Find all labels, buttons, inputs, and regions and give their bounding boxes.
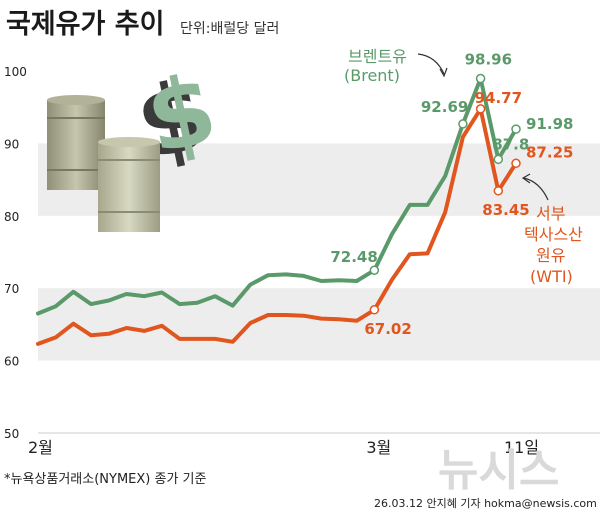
wti-pointer-head bbox=[521, 173, 531, 184]
series-lines bbox=[36, 76, 518, 346]
value-marker bbox=[511, 158, 521, 169]
value-marker bbox=[475, 104, 486, 114]
legend-brent: 브렌트유 (Brent) bbox=[344, 47, 448, 85]
value-marker bbox=[458, 119, 468, 129]
wti-pointer bbox=[523, 177, 549, 201]
value-label: 92.69 bbox=[421, 98, 468, 116]
credit-line: 26.03.12 안지혜 기자 hokma@newsis.com bbox=[374, 497, 597, 510]
value-marker bbox=[475, 73, 486, 84]
wti-name-3: 원유 bbox=[536, 246, 565, 265]
brent-name: 브렌트유 bbox=[348, 47, 407, 66]
value-markers: 72.48 92.69 98.96 87.8 91.98 67.02 94.77 83.45 8… bbox=[330, 51, 573, 338]
oil-barrel-icon bbox=[47, 95, 160, 232]
wti-line bbox=[36, 106, 518, 346]
y-tick-label: 80 bbox=[4, 210, 19, 224]
brent-pointer bbox=[417, 53, 445, 75]
grid-band bbox=[38, 288, 600, 361]
footnote: *뉴욕상품거래소(NYMEX) 종가 기준 bbox=[4, 472, 207, 487]
chart-title: 국제유가 추이 bbox=[6, 9, 164, 40]
value-label: 91.98 bbox=[526, 115, 573, 133]
wti-name-1: 서부 bbox=[536, 204, 565, 223]
legend-wti: 서부 텍사스산 원유 (WTI) bbox=[521, 173, 583, 286]
value-label: 98.96 bbox=[465, 51, 512, 69]
value-marker bbox=[369, 305, 380, 315]
value-marker bbox=[493, 154, 504, 165]
value-label: 94.77 bbox=[475, 89, 522, 107]
x-tick-label: 2월 bbox=[28, 438, 53, 457]
y-tick-label: 70 bbox=[4, 282, 19, 296]
wti-name-2: 텍사스산 bbox=[524, 225, 583, 244]
x-axis-ticks: 2월 3월 11일 bbox=[28, 438, 539, 457]
y-tick-label: 100 bbox=[4, 65, 27, 79]
x-tick-label: 11일 bbox=[504, 438, 539, 457]
x-tick-label: 3월 bbox=[366, 438, 391, 457]
brent-name-sub: (Brent) bbox=[344, 66, 400, 85]
y-axis-ticks: 100 90 80 70 60 50 bbox=[4, 65, 27, 441]
y-tick-label: 90 bbox=[4, 137, 19, 151]
brent-line bbox=[36, 76, 518, 316]
value-label: 83.45 bbox=[482, 201, 529, 219]
brent-pointer-head bbox=[439, 67, 448, 78]
value-marker bbox=[369, 265, 380, 275]
value-label: 67.02 bbox=[364, 320, 411, 338]
value-marker bbox=[511, 124, 521, 134]
newsis-watermark: 뉴시스 bbox=[438, 445, 559, 496]
y-tick-label: 50 bbox=[4, 427, 19, 441]
value-label: 87.8 bbox=[492, 135, 529, 153]
value-label: 87.25 bbox=[526, 143, 573, 161]
y-tick-label: 60 bbox=[4, 355, 19, 369]
unit-label: 단위:배럴당 달러 bbox=[180, 21, 279, 37]
wti-name-4: (WTI) bbox=[530, 267, 573, 286]
value-label: 72.48 bbox=[330, 248, 377, 266]
value-marker bbox=[493, 186, 504, 196]
